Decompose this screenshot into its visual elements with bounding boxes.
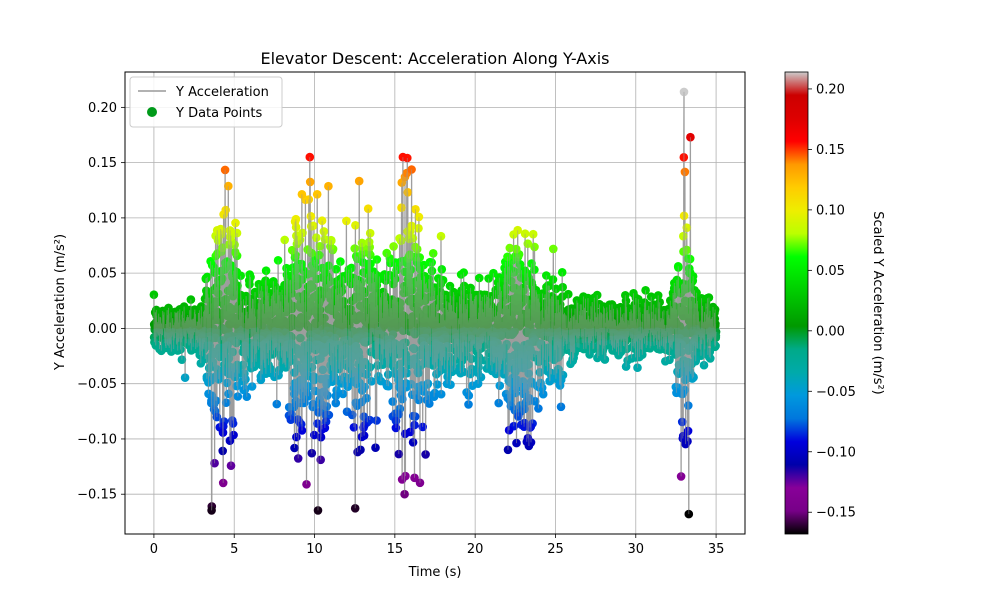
legend: Y Acceleration Y Data Points	[129, 76, 283, 128]
x-tick-label: 5	[230, 542, 238, 557]
x-tick-label: 15	[387, 542, 404, 557]
colorbar-tick-label: 0.00	[816, 324, 845, 339]
x-tick-label: 0	[150, 542, 158, 557]
y-tick-label: 0.00	[88, 322, 117, 337]
x-tick-label: 10	[306, 542, 323, 557]
colorbar-label: Scaled Y Acceleration (m/s²)	[870, 211, 885, 395]
x-tick-label: 25	[547, 542, 564, 557]
y-tick-label: −0.15	[77, 488, 117, 503]
legend-entry-line: Y Acceleration	[175, 85, 269, 100]
colorbar-tick-label: 0.15	[816, 143, 845, 158]
x-tick-label: 35	[708, 542, 725, 557]
colorbar-tick-label: −0.15	[816, 506, 856, 521]
colorbar-tick-label: −0.05	[816, 385, 856, 400]
colorbar	[784, 71, 809, 535]
colorbar-tick-label: −0.10	[816, 445, 856, 460]
y-tick-label: 0.05	[88, 267, 117, 282]
colorbar-tick-label: 0.10	[816, 203, 845, 218]
x-tick-label: 20	[467, 542, 484, 557]
x-axis-label: Time (s)	[408, 565, 462, 580]
legend-point-swatch	[147, 107, 157, 117]
y-tick-label: 0.10	[88, 211, 117, 226]
y-tick-label: 0.15	[88, 156, 117, 171]
legend-entry-points: Y Data Points	[175, 106, 263, 121]
chart-title: Elevator Descent: Acceleration Along Y-A…	[261, 49, 610, 68]
y-tick-label: 0.20	[88, 101, 117, 116]
plot-data	[149, 87, 721, 519]
y-tick-label: −0.05	[77, 377, 117, 392]
y-tick-label: −0.10	[77, 432, 117, 447]
x-tick-label: 30	[628, 542, 645, 557]
y-axis-label: Y Acceleration (m/s²)	[53, 234, 68, 371]
colorbar-tick-label: 0.05	[816, 264, 845, 279]
colorbar-tick-label: 0.20	[816, 82, 845, 97]
